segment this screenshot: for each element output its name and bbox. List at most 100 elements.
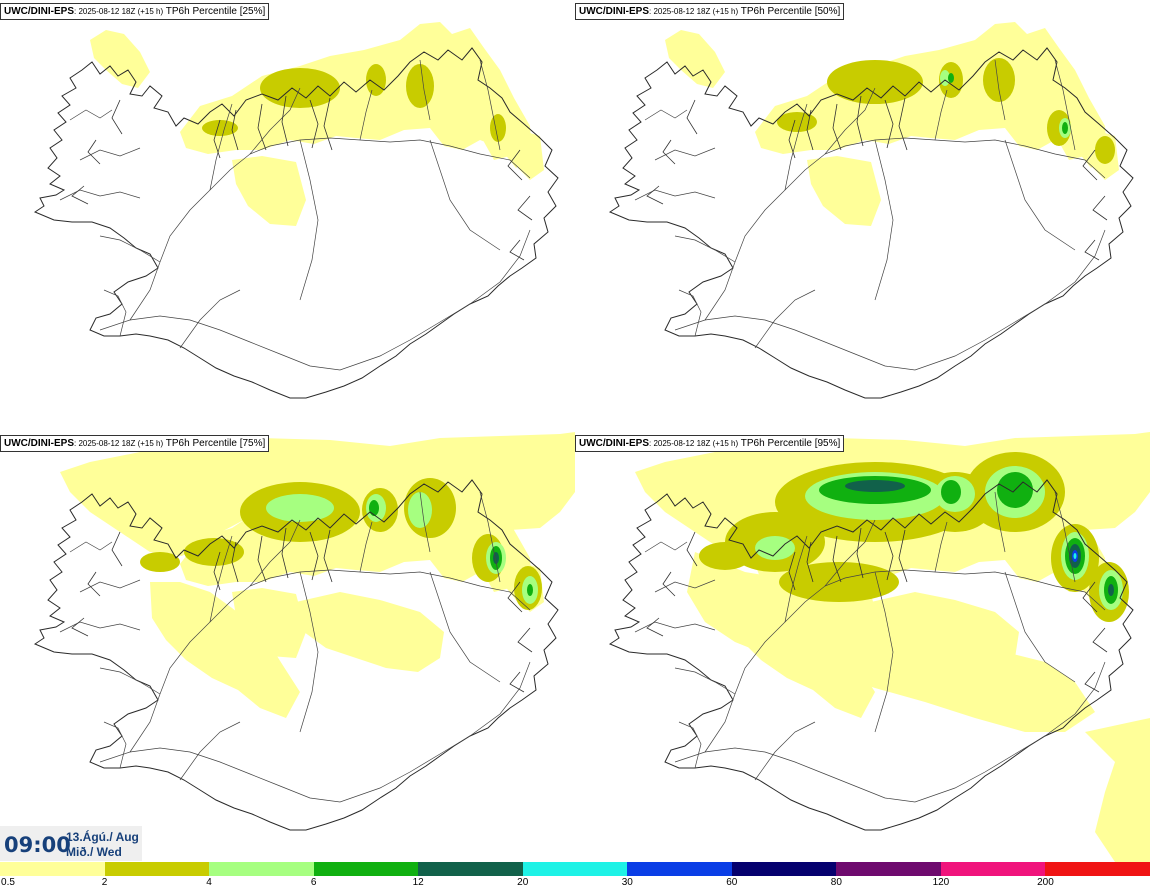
precip-area-0.5-2 <box>232 156 306 226</box>
fjord-line <box>231 109 239 151</box>
road-line <box>69 109 113 121</box>
fjord-line <box>686 531 698 567</box>
fjord-line <box>87 139 101 165</box>
fjord-line <box>856 95 864 147</box>
colorbar-segment <box>940 862 1046 876</box>
coastline <box>33 479 559 831</box>
colorbar-tick-label: 120 <box>932 877 950 888</box>
fjord-line <box>111 99 123 135</box>
precip-area-6-12 <box>369 500 379 516</box>
fjord-line <box>898 529 908 583</box>
precip-area-2-4 <box>1095 136 1115 164</box>
precip-area-0.5-2 <box>180 22 532 168</box>
fjord-line <box>517 195 533 221</box>
road-line <box>103 289 127 337</box>
colorbar-segment <box>1045 862 1150 876</box>
map-panel-p75: UWC/DINI-EPS: 2025-08-12 18Z (+15 h) TP6… <box>0 432 575 862</box>
map-panel-p95: UWC/DINI-EPS: 2025-08-12 18Z (+15 h) TP6… <box>575 432 1150 862</box>
panel-title: UWC/DINI-EPS: 2025-08-12 18Z (+15 h) TP6… <box>575 435 845 452</box>
precip-area-2-4 <box>490 114 506 142</box>
road-line <box>359 521 373 573</box>
fjord-line <box>686 99 698 135</box>
valid-time: 09:00 <box>4 833 71 857</box>
road-line <box>249 87 301 155</box>
colorbar-ticks: 0.5 2 4 6 12 20 30 60 80 120 200 <box>0 876 1150 891</box>
fjord-line <box>507 149 523 181</box>
road-line <box>934 521 948 573</box>
fjord-line <box>884 99 894 149</box>
fjord-line <box>87 571 101 597</box>
precip-area-2-4 <box>406 64 434 108</box>
fjord-line <box>213 551 221 591</box>
road-line <box>644 109 688 121</box>
road-line <box>934 89 948 141</box>
road-line <box>824 519 876 587</box>
map-panel-p50: UWC/DINI-EPS: 2025-08-12 18Z (+15 h) TP6… <box>575 0 1150 430</box>
road-line <box>644 541 688 553</box>
road-line <box>99 235 161 263</box>
fjord-line <box>662 139 676 165</box>
road-line <box>209 103 233 191</box>
fjord-line <box>646 617 664 637</box>
fjord-line <box>509 239 525 261</box>
fjord-line <box>1082 149 1098 181</box>
precip-area-0.5-2 <box>1085 718 1150 862</box>
fjord-line <box>309 99 319 149</box>
road-line <box>678 721 702 769</box>
fjord-line <box>517 627 533 653</box>
road-line <box>59 621 141 633</box>
colorbar-tick-label: 4 <box>206 877 212 888</box>
panel-title: UWC/DINI-EPS: 2025-08-12 18Z (+15 h) TP6… <box>0 435 270 452</box>
colorbar-segment <box>313 862 419 876</box>
fjord-line <box>71 617 89 637</box>
road-line <box>678 289 702 337</box>
colorbar-segment <box>418 862 524 876</box>
road-line <box>129 137 531 321</box>
precip-area-0.5-2 <box>807 156 881 226</box>
fjord-line <box>231 541 239 583</box>
fjord-line <box>309 531 319 581</box>
road-line <box>103 721 127 769</box>
road-line <box>754 289 816 349</box>
road-line <box>419 491 431 553</box>
colorbar-segment <box>104 862 210 876</box>
road-line <box>784 535 808 623</box>
road-line <box>249 519 301 587</box>
fjord-line <box>662 571 676 597</box>
map-panel-p25: UWC/DINI-EPS: 2025-08-12 18Z (+15 h) TP6… <box>0 0 575 430</box>
precip-area-12-20 <box>845 480 905 492</box>
coastline <box>608 479 1134 831</box>
road-line <box>824 87 876 155</box>
colorbar-tick-label: 30 <box>621 877 633 888</box>
road-line <box>704 137 1106 321</box>
precip-layer <box>60 432 575 718</box>
road-line <box>674 229 1106 371</box>
road-line <box>99 667 161 695</box>
colorbar-segment <box>836 862 942 876</box>
precip-area-2-4 <box>777 112 817 132</box>
road-line <box>479 491 501 583</box>
colorbar-tick-label: 0.5 <box>1 877 15 888</box>
colorbar-tick-label: 20 <box>517 877 529 888</box>
road-line <box>754 721 816 781</box>
precip-area-6-12 <box>941 480 961 504</box>
road-line <box>874 139 894 301</box>
road-line <box>179 721 241 781</box>
road-line <box>674 667 736 695</box>
valid-weekday: Mið./ Wed <box>66 845 122 859</box>
fjord-line <box>832 103 842 151</box>
precip-area-4-6 <box>408 492 432 528</box>
precip-area-0.5-2 <box>665 30 725 88</box>
fjord-line <box>788 119 796 159</box>
road-line <box>429 571 501 683</box>
precip-layer <box>635 432 1150 862</box>
precip-map <box>608 22 1134 399</box>
road-line <box>654 147 716 161</box>
road-line <box>634 621 716 633</box>
fjord-line <box>884 531 894 581</box>
precip-map <box>33 432 575 831</box>
road-line <box>1054 491 1076 583</box>
colorbar-tick-label: 2 <box>101 877 108 888</box>
road-line <box>994 491 1006 553</box>
colorbar-segment <box>209 862 315 876</box>
